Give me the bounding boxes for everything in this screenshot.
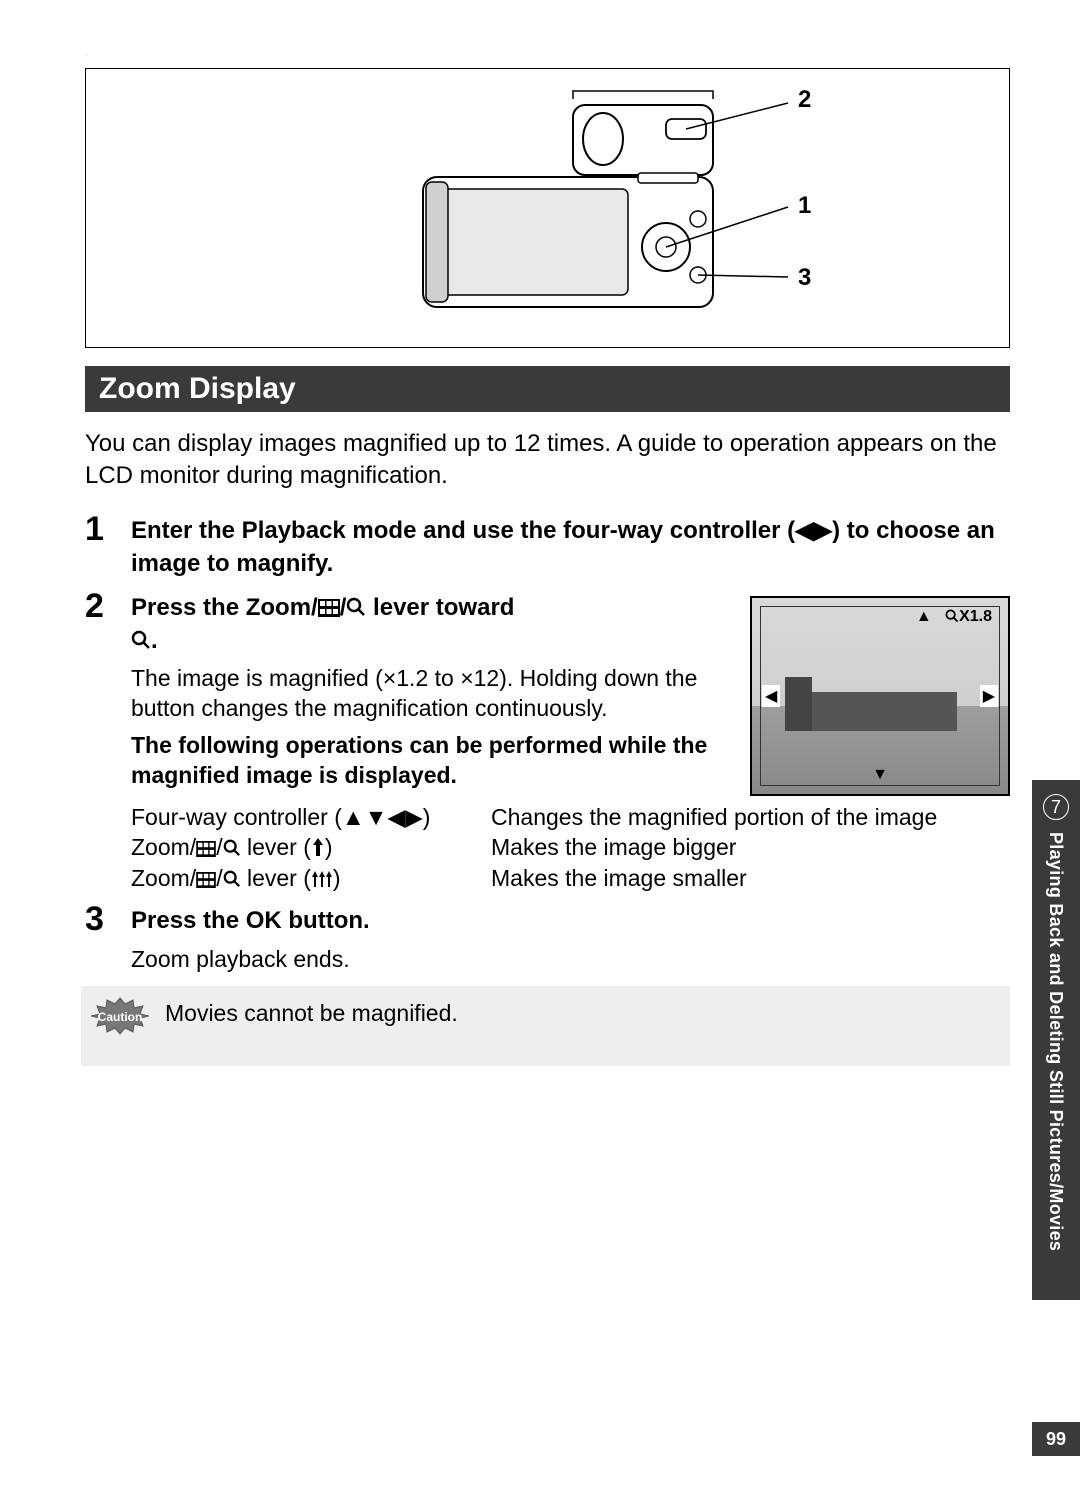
magnify-icon — [223, 839, 241, 857]
step-2-subhead: The following operations can be performe… — [131, 730, 734, 791]
step-number: 3 — [85, 901, 131, 974]
zoom-wide-icon — [311, 870, 333, 888]
magnify-icon — [945, 609, 959, 623]
step-3-desc: Zoom playback ends. — [131, 944, 1010, 974]
lcd-scene — [803, 692, 957, 731]
operations-table: Four-way controller (▲▼◀▶) Changes the m… — [131, 802, 1010, 893]
chapter-number-badge: 7 — [1043, 794, 1069, 820]
step-2: 2 Press the Zoom// lever toward . The im… — [85, 588, 1010, 893]
step-1-title: Enter the Playback mode and use the four… — [131, 515, 1010, 580]
zoom-tele-icon — [311, 837, 325, 857]
step-number: 1 — [85, 511, 131, 580]
step-2-title: Press the Zoom// lever toward . — [131, 592, 734, 657]
section-header: Zoom Display — [85, 366, 1010, 412]
thumbnail-grid-icon — [196, 841, 216, 857]
intro-text: You can display images magnified up to 1… — [85, 428, 1010, 491]
magnify-icon — [223, 870, 241, 888]
step-number: 2 — [85, 588, 131, 893]
table-row: Zoom// lever () Makes the image bigger — [131, 832, 1010, 862]
camera-diagram: 2 1 3 — [85, 68, 1010, 348]
chapter-title: Playing Back and Deleting Still Pictures… — [1045, 832, 1066, 1251]
table-row: Zoom// lever () Makes the image smaller — [131, 863, 1010, 893]
camera-line-art: 2 1 3 — [268, 77, 828, 337]
lcd-zoom-indicator: ▲ X1.8 — [916, 608, 992, 626]
lcd-preview: ▲ X1.8 ▼ ◀ ▶ — [750, 596, 1010, 796]
magnify-icon — [131, 630, 151, 650]
caution-text: Movies cannot be magnified. — [165, 996, 458, 1027]
tick-mark: ` — [85, 52, 89, 66]
magnify-icon — [346, 597, 366, 617]
lcd-arrow-left: ◀ — [762, 685, 780, 707]
thumbnail-grid-icon — [196, 872, 216, 888]
step-2-desc: The image is magnified (×1.2 to ×12). Ho… — [131, 663, 734, 724]
callout-1: 1 — [798, 192, 811, 219]
manual-page: ` — [0, 0, 1080, 1486]
step-3: 3 Press the OK button. Zoom playback end… — [85, 901, 1010, 974]
step-3-title: Press the OK button. — [131, 905, 1010, 937]
table-row: Four-way controller (▲▼◀▶) Changes the m… — [131, 802, 1010, 832]
caution-label: Caution — [98, 1010, 143, 1024]
thumbnail-grid-icon — [318, 599, 340, 617]
page-number: 99 — [1032, 1422, 1080, 1456]
caution-icon: Caution — [89, 996, 151, 1036]
step-1: 1 Enter the Playback mode and use the fo… — [85, 511, 1010, 580]
caution-note: Caution Movies cannot be magnified. — [81, 986, 1010, 1066]
callout-2: 2 — [798, 86, 811, 113]
lcd-arrow-right: ▶ — [980, 685, 998, 707]
callout-3: 3 — [798, 264, 811, 291]
lcd-arrow-down: ▼ — [872, 766, 888, 784]
